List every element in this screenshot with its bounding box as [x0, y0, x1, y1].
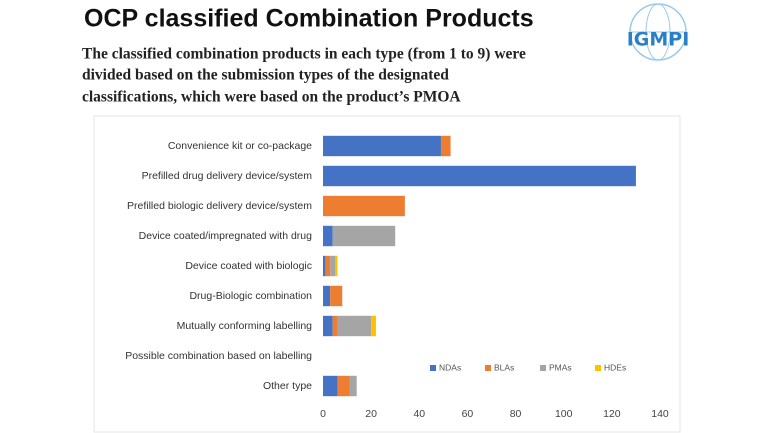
subtitle-line: classifications, which were based on the…	[82, 89, 461, 106]
bar-segment	[323, 255, 326, 277]
bar-segment	[323, 315, 333, 337]
x-tick-label: 0	[320, 408, 326, 420]
x-tick-label: 120	[603, 408, 621, 420]
bar-segment	[332, 315, 338, 337]
legend-swatch	[540, 365, 546, 371]
bar-segment	[330, 285, 343, 307]
legend-swatch	[430, 365, 436, 371]
chart-frame	[93, 115, 681, 433]
category-label: Mutually conforming labelling	[177, 320, 313, 332]
logo-text: IGMPI	[627, 29, 690, 51]
bar-segment	[330, 255, 336, 277]
category-label: Drug-Biologic combination	[189, 290, 312, 302]
legend-label: BLAs	[494, 362, 514, 372]
bar-segment	[323, 285, 331, 307]
x-tick-label: 100	[555, 408, 573, 420]
category-label: Device coated with biologic	[185, 260, 312, 272]
x-tick-label: 140	[651, 408, 669, 420]
plot: 0 20 40 60 80 100 120 140 Convenience kit or co-…	[125, 135, 669, 420]
slide-title: OCP classified Combination Products	[84, 5, 534, 33]
legend-swatch	[485, 365, 491, 371]
bar-segment	[323, 165, 636, 187]
logo: IGMPI	[627, 3, 690, 61]
x-tick-label: 20	[365, 408, 377, 420]
bar-segment	[332, 225, 396, 247]
legend-label: NDAs	[439, 362, 461, 372]
bar-segment	[323, 375, 338, 397]
legend-swatch	[595, 365, 601, 371]
category-label: Device coated/impregnated with drug	[139, 230, 313, 242]
bar-segment	[349, 375, 357, 397]
subtitle-line: The classified combination products in e…	[82, 46, 526, 63]
category-label: Prefilled biologic delivery device/syste…	[127, 200, 312, 212]
subtitle-line: divided based on the submission types of…	[82, 67, 449, 84]
category-label: Convenience kit or co-package	[168, 140, 312, 152]
bar-segment	[335, 255, 338, 277]
category-label: Possible combination based on labelling	[125, 350, 312, 362]
category-label: Other type	[263, 380, 312, 392]
bar-segment	[323, 135, 441, 157]
bar-segment	[337, 315, 372, 337]
legend-label: HDEs	[604, 362, 626, 372]
bar-segment	[323, 225, 333, 247]
bar-segment	[325, 255, 331, 277]
bar-segment	[371, 315, 376, 337]
x-tick-label: 80	[510, 408, 522, 420]
x-tick-label: 40	[413, 408, 425, 420]
x-tick-label: 60	[462, 408, 474, 420]
legend-label: PMAs	[549, 362, 572, 372]
bar-segment	[323, 195, 405, 217]
bar-segment	[337, 375, 350, 397]
category-label: Prefilled drug delivery device/system	[142, 170, 313, 182]
bar-segment	[440, 135, 451, 157]
